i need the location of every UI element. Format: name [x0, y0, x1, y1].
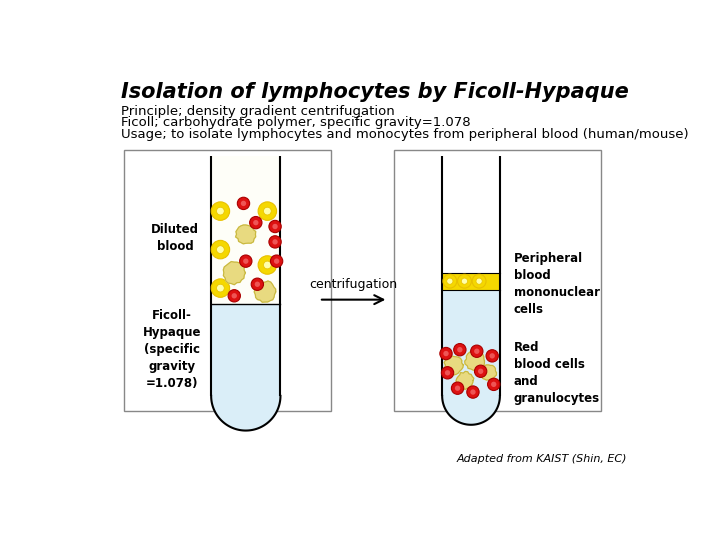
- Circle shape: [269, 236, 282, 248]
- Circle shape: [271, 255, 283, 267]
- Polygon shape: [480, 365, 497, 380]
- Text: Red
blood cells
and
granulocytes: Red blood cells and granulocytes: [514, 341, 600, 405]
- Circle shape: [272, 224, 278, 229]
- Circle shape: [250, 217, 262, 229]
- Circle shape: [491, 382, 496, 387]
- Bar: [442, 289, 500, 396]
- Circle shape: [217, 246, 224, 253]
- Bar: [124, 150, 330, 411]
- Circle shape: [476, 278, 482, 284]
- Polygon shape: [254, 281, 276, 302]
- Circle shape: [211, 279, 230, 298]
- Circle shape: [451, 382, 464, 394]
- Circle shape: [471, 345, 483, 357]
- Text: Ficoll-
Hypaque
(specific
gravity
=1.078): Ficoll- Hypaque (specific gravity =1.078…: [143, 309, 201, 390]
- Circle shape: [264, 207, 271, 215]
- Circle shape: [232, 293, 237, 299]
- Text: Usage; to isolate lymphocytes and monocytes from peripheral blood (human/mouse): Usage; to isolate lymphocytes and monocy…: [121, 128, 689, 141]
- Text: Peripheral
blood
mononuclear
cells: Peripheral blood mononuclear cells: [514, 252, 600, 316]
- Circle shape: [217, 207, 224, 215]
- Polygon shape: [223, 261, 246, 285]
- Circle shape: [274, 259, 279, 264]
- Circle shape: [440, 347, 452, 360]
- Polygon shape: [444, 356, 463, 375]
- Circle shape: [474, 365, 487, 377]
- Bar: [395, 150, 600, 411]
- Text: Isolation of lymphocytes by Ficoll-Hypaque: Isolation of lymphocytes by Ficoll-Hypaq…: [121, 82, 629, 102]
- Circle shape: [457, 347, 462, 353]
- Text: Principle; density gradient centrifugation: Principle; density gradient centrifugati…: [121, 105, 395, 118]
- Circle shape: [272, 239, 278, 245]
- Circle shape: [253, 220, 258, 225]
- Circle shape: [238, 197, 250, 210]
- Circle shape: [269, 220, 282, 233]
- Circle shape: [467, 386, 479, 398]
- Text: Ficoll; carbohydrate polymer, specific gravity=1.078: Ficoll; carbohydrate polymer, specific g…: [121, 117, 471, 130]
- Bar: [211, 303, 281, 396]
- Circle shape: [255, 281, 260, 287]
- Circle shape: [443, 274, 456, 288]
- Circle shape: [457, 274, 472, 288]
- Polygon shape: [464, 352, 485, 370]
- Circle shape: [474, 348, 480, 354]
- Circle shape: [490, 353, 495, 359]
- Circle shape: [462, 278, 467, 284]
- Circle shape: [211, 240, 230, 259]
- Circle shape: [478, 369, 483, 374]
- Circle shape: [251, 278, 264, 291]
- Polygon shape: [456, 372, 474, 389]
- Text: Adapted from KAIST (Shin, EC): Adapted from KAIST (Shin, EC): [456, 454, 627, 464]
- Circle shape: [445, 370, 450, 375]
- Circle shape: [444, 351, 449, 356]
- Circle shape: [447, 278, 453, 284]
- Bar: [211, 156, 281, 303]
- Circle shape: [258, 256, 276, 274]
- Bar: [442, 156, 500, 273]
- Circle shape: [441, 367, 454, 379]
- Wedge shape: [211, 396, 281, 430]
- Circle shape: [243, 259, 248, 264]
- Circle shape: [228, 289, 240, 302]
- Text: centrifugation: centrifugation: [310, 278, 397, 291]
- Circle shape: [240, 201, 246, 206]
- Circle shape: [258, 202, 276, 220]
- Text: Diluted
blood: Diluted blood: [151, 223, 199, 253]
- Bar: [442, 273, 500, 289]
- Circle shape: [487, 378, 500, 390]
- Circle shape: [211, 202, 230, 220]
- Circle shape: [486, 350, 498, 362]
- Circle shape: [470, 389, 476, 395]
- Circle shape: [217, 284, 224, 292]
- Circle shape: [455, 386, 460, 391]
- Circle shape: [454, 343, 466, 356]
- Circle shape: [472, 274, 486, 288]
- Circle shape: [240, 255, 252, 267]
- Wedge shape: [442, 396, 500, 425]
- Circle shape: [264, 261, 271, 269]
- Polygon shape: [235, 225, 256, 244]
